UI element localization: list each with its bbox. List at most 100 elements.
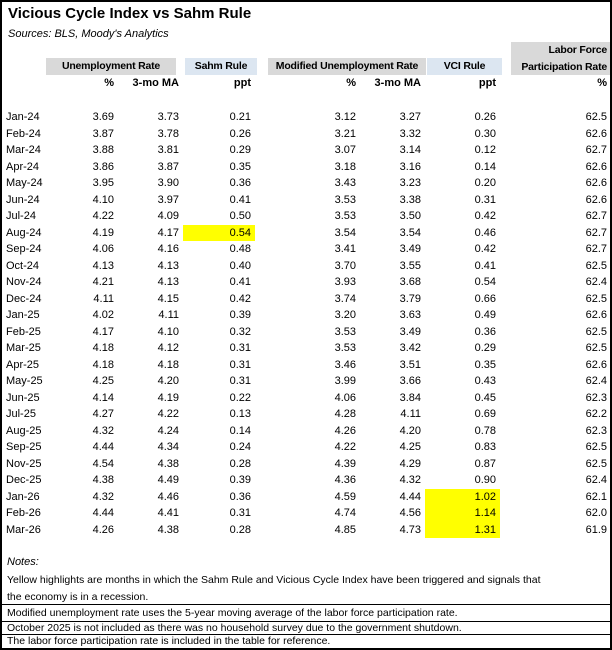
cell-month[interactable]: Mar-26	[6, 523, 41, 536]
cell-modified-unemployment-rate-3mo-ma[interactable]: 3.84	[399, 391, 421, 404]
cell-modified-unemployment-rate-3mo-ma[interactable]: 3.68	[399, 276, 421, 288]
cell-sahm-rule[interactable]: 0.39	[229, 474, 251, 486]
cell-modified-unemployment-rate[interactable]: 3.46	[334, 358, 356, 371]
cell-labor-force-participation-rate[interactable]: 62.2	[585, 408, 607, 420]
cell-month[interactable]: Nov-24	[6, 276, 42, 288]
header-sahm-rule[interactable]: Sahm Rule	[185, 58, 257, 75]
cell-unemployment-rate-3mo-ma[interactable]: 4.18	[157, 358, 179, 371]
cell-unemployment-rate[interactable]: 4.13	[92, 259, 114, 272]
cell-labor-force-participation-rate[interactable]: 62.4	[585, 375, 607, 387]
cell-vci-rule[interactable]: 1.14	[425, 505, 500, 522]
cell-modified-unemployment-rate-3mo-ma[interactable]: 3.50	[399, 210, 421, 222]
cell-vci-rule[interactable]: 0.35	[474, 358, 496, 371]
cell-modified-unemployment-rate[interactable]: 4.59	[334, 490, 356, 503]
cell-modified-unemployment-rate-3mo-ma[interactable]: 4.20	[399, 424, 421, 437]
cell-modified-unemployment-rate-3mo-ma[interactable]: 3.42	[399, 342, 421, 354]
cell-modified-unemployment-rate[interactable]: 4.22	[334, 441, 356, 453]
cell-labor-force-participation-rate[interactable]: 62.6	[585, 193, 607, 206]
cell-month[interactable]: Apr-24	[6, 160, 40, 173]
cell-unemployment-rate-3mo-ma[interactable]: 4.46	[157, 490, 179, 503]
cell-month[interactable]: Mar-24	[6, 144, 41, 156]
header-modified-unemployment-rate[interactable]: Modified Unemployment Rate	[268, 58, 426, 75]
cell-unemployment-rate-3mo-ma[interactable]: 4.34	[157, 441, 179, 453]
cell-unemployment-rate-3mo-ma[interactable]: 4.41	[157, 507, 179, 519]
cell-sahm-rule[interactable]: 0.21	[229, 111, 251, 123]
cell-vci-rule[interactable]: 0.43	[474, 375, 496, 387]
cell-labor-force-participation-rate[interactable]: 62.6	[585, 309, 607, 321]
cell-sahm-rule[interactable]: 0.28	[229, 523, 251, 536]
cell-vci-rule[interactable]: 0.54	[474, 276, 496, 288]
cell-labor-force-participation-rate[interactable]: 62.5	[585, 441, 607, 453]
cell-vci-rule[interactable]: 0.78	[474, 424, 496, 437]
cell-modified-unemployment-rate-3mo-ma[interactable]: 3.32	[399, 127, 421, 140]
cell-modified-unemployment-rate[interactable]: 3.93	[334, 276, 356, 288]
cell-sahm-rule[interactable]: 0.14	[229, 424, 251, 437]
cell-modified-unemployment-rate-3mo-ma[interactable]: 3.49	[399, 243, 421, 255]
cell-month[interactable]: Dec-24	[6, 292, 42, 305]
cell-unemployment-rate-3mo-ma[interactable]: 4.24	[157, 424, 179, 437]
cell-modified-unemployment-rate-3mo-ma[interactable]: 3.27	[399, 111, 421, 123]
cell-labor-force-participation-rate[interactable]: 62.1	[585, 490, 607, 503]
cell-month[interactable]: May-24	[6, 177, 43, 189]
cell-month[interactable]: Feb-25	[6, 325, 41, 338]
cell-unemployment-rate-3mo-ma[interactable]: 4.11	[158, 309, 179, 321]
cell-unemployment-rate-3mo-ma[interactable]: 4.15	[157, 292, 179, 305]
cell-unemployment-rate[interactable]: 4.26	[92, 523, 114, 536]
cell-sahm-rule[interactable]: 0.31	[229, 358, 251, 371]
header-labor-force-participation-rate[interactable]: Labor Force Participation Rate	[511, 42, 610, 75]
cell-modified-unemployment-rate[interactable]: 4.06	[334, 391, 356, 404]
cell-unemployment-rate-3mo-ma[interactable]: 4.16	[157, 243, 179, 255]
cell-modified-unemployment-rate[interactable]: 3.53	[334, 193, 356, 206]
cell-month[interactable]: Dec-25	[6, 474, 42, 486]
cell-vci-rule[interactable]: 0.49	[474, 309, 496, 321]
cell-labor-force-participation-rate[interactable]: 62.6	[585, 160, 607, 173]
cell-vci-rule[interactable]: 0.42	[474, 243, 496, 255]
cell-labor-force-participation-rate[interactable]: 62.5	[585, 342, 607, 354]
cell-labor-force-participation-rate[interactable]: 62.5	[585, 259, 607, 272]
cell-labor-force-participation-rate[interactable]: 62.0	[585, 507, 607, 519]
cell-modified-unemployment-rate[interactable]: 3.53	[334, 342, 356, 354]
cell-unemployment-rate[interactable]: 4.02	[92, 309, 114, 321]
cell-unemployment-rate-3mo-ma[interactable]: 4.22	[157, 408, 179, 420]
cell-unemployment-rate[interactable]: 4.06	[92, 243, 114, 255]
cell-sahm-rule[interactable]: 0.28	[229, 457, 251, 470]
cell-modified-unemployment-rate-3mo-ma[interactable]: 4.73	[399, 523, 421, 536]
cell-unemployment-rate-3mo-ma[interactable]: 3.81	[157, 144, 179, 156]
cell-modified-unemployment-rate[interactable]: 3.43	[334, 177, 356, 189]
cell-sahm-rule[interactable]: 0.35	[229, 160, 251, 173]
cell-vci-rule[interactable]: 0.14	[474, 160, 496, 173]
cell-unemployment-rate-3mo-ma[interactable]: 4.09	[157, 210, 179, 222]
cell-modified-unemployment-rate[interactable]: 4.28	[334, 408, 356, 420]
cell-vci-rule[interactable]: 0.29	[474, 342, 496, 354]
cell-labor-force-participation-rate[interactable]: 62.6	[585, 358, 607, 371]
cell-modified-unemployment-rate[interactable]: 3.53	[334, 210, 356, 222]
cell-labor-force-participation-rate[interactable]: 62.7	[585, 144, 607, 156]
cell-month[interactable]: Oct-24	[6, 259, 40, 272]
cell-modified-unemployment-rate-3mo-ma[interactable]: 3.66	[399, 375, 421, 387]
cell-modified-unemployment-rate[interactable]: 3.53	[334, 325, 356, 338]
cell-modified-unemployment-rate-3mo-ma[interactable]: 3.23	[399, 177, 421, 189]
cell-vci-rule[interactable]: 1.02	[425, 488, 500, 505]
cell-vci-rule[interactable]: 0.20	[474, 177, 496, 189]
cell-month[interactable]: Jan-24	[6, 111, 40, 123]
cell-modified-unemployment-rate-3mo-ma[interactable]: 4.29	[399, 457, 421, 470]
cell-modified-unemployment-rate-3mo-ma[interactable]: 3.51	[399, 358, 421, 371]
cell-modified-unemployment-rate-3mo-ma[interactable]: 3.54	[399, 226, 421, 239]
cell-labor-force-participation-rate[interactable]: 62.3	[585, 391, 607, 404]
cell-labor-force-participation-rate[interactable]: 61.9	[585, 523, 607, 536]
cell-sahm-rule[interactable]: 0.41	[229, 193, 251, 206]
cell-unemployment-rate-3mo-ma[interactable]: 4.12	[157, 342, 179, 354]
cell-sahm-rule[interactable]: 0.50	[229, 210, 251, 222]
cell-sahm-rule[interactable]: 0.54	[183, 224, 255, 241]
cell-unemployment-rate[interactable]: 4.14	[92, 391, 114, 404]
cell-modified-unemployment-rate[interactable]: 3.70	[334, 259, 356, 272]
cell-vci-rule[interactable]: 0.31	[474, 193, 496, 206]
cell-unemployment-rate[interactable]: 4.54	[92, 457, 114, 470]
cell-vci-rule[interactable]: 0.30	[474, 127, 496, 140]
cell-month[interactable]: Jun-25	[6, 391, 40, 404]
cell-unemployment-rate[interactable]: 4.27	[92, 408, 114, 420]
cell-unemployment-rate-3mo-ma[interactable]: 4.19	[157, 391, 179, 404]
cell-month[interactable]: Jul-24	[6, 210, 36, 222]
cell-vci-rule[interactable]: 0.42	[474, 210, 496, 222]
cell-month[interactable]: Jun-24	[6, 193, 40, 206]
